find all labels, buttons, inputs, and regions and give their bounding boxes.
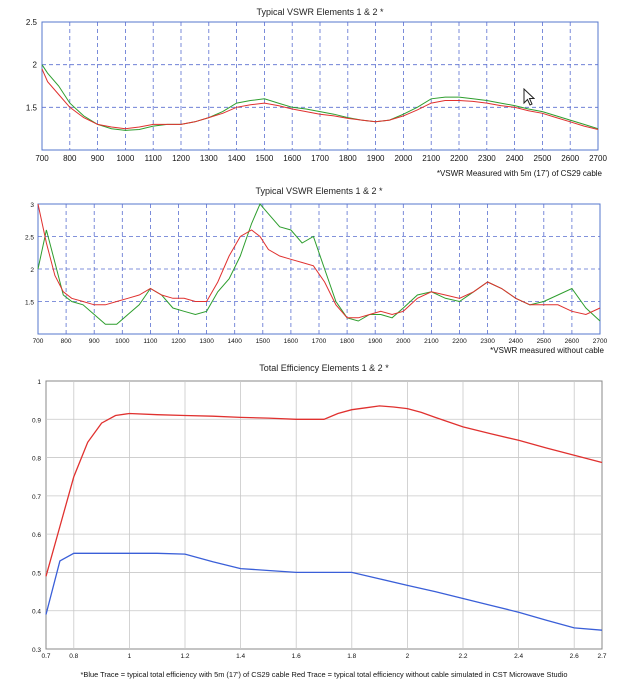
x-tick-label: 900: [91, 154, 105, 163]
x-tick-label: 2100: [422, 154, 440, 163]
x-tick-label: 2600: [561, 154, 579, 163]
x-tick-label: 2400: [506, 154, 524, 163]
x-tick-label: 1800: [339, 154, 357, 163]
chart-footnote: *VSWR Measured with 5m (17') of CS29 cab…: [437, 169, 603, 178]
chart-2: Typical VSWR Elements 1 & 2 * 700 800 900 10…: [25, 186, 608, 355]
y-tick-label: 1: [37, 379, 41, 386]
y-tick-label: 1.5: [26, 103, 38, 112]
chart-1: Typical VSWR Elements 1 & 2 * 700 800 900 10…: [26, 7, 608, 178]
y-tick-label: 1.5: [25, 300, 34, 307]
x-tick-label: 700: [35, 154, 49, 163]
mouse-cursor-icon: [523, 88, 535, 106]
chart-footnote: *VSWR measured without cable: [490, 346, 604, 355]
y-tick-label: 0.3: [32, 647, 41, 654]
x-tick-label: 1600: [284, 338, 299, 345]
x-tick-label: 800: [61, 338, 72, 345]
x-tick-label: 1.2: [180, 653, 189, 660]
y-tick-label: 0.8: [32, 456, 41, 463]
x-tick-label: 2.2: [458, 653, 467, 660]
y-tick-label: 0.7: [32, 494, 41, 501]
x-tick-label: 2400: [508, 338, 523, 345]
y-tick-label: 2: [30, 267, 34, 274]
x-tick-label: 1700: [311, 154, 329, 163]
x-tick-label: 1400: [228, 154, 246, 163]
x-tick-label: 700: [33, 338, 44, 345]
x-tick-label: 1400: [227, 338, 242, 345]
x-tick-label: 2300: [480, 338, 495, 345]
x-tick-label: 2: [406, 653, 410, 660]
y-tick-label: 0.5: [32, 570, 41, 577]
x-tick-label: 1200: [172, 154, 190, 163]
series-line-1: [41, 64, 599, 131]
chart-footnote: *Blue Trace = typical total efficiency w…: [81, 670, 568, 679]
x-tick-label: 2200: [452, 338, 467, 345]
x-tick-label: 2.7: [597, 653, 606, 660]
x-tick-label: 1100: [145, 154, 163, 163]
x-tick-label: 1500: [256, 154, 274, 163]
chart-title: Typical VSWR Elements 1 & 2 *: [256, 7, 384, 17]
x-tick-label: 1000: [115, 338, 130, 345]
x-tick-label: 2200: [450, 154, 468, 163]
x-tick-label: 1300: [199, 338, 214, 345]
x-tick-label: 1700: [312, 338, 327, 345]
chart-3: Total Efficiency Elements 1 & 2 * 0.7 0.8 1…: [32, 363, 607, 679]
y-tick-label: 2.5: [26, 18, 38, 27]
y-tick-label: 0.9: [32, 417, 41, 424]
x-tick-label: 2700: [593, 338, 608, 345]
series-line-1: [45, 405, 603, 577]
x-tick-label: 2000: [396, 338, 411, 345]
y-tick-label: 3: [30, 202, 34, 209]
series-line-2: [45, 552, 603, 631]
x-tick-label: 800: [63, 154, 77, 163]
x-tick-label: 2300: [478, 154, 496, 163]
x-tick-label: 2.6: [570, 653, 579, 660]
x-tick-label: 1600: [283, 154, 301, 163]
x-tick-label: 2.4: [514, 653, 523, 660]
x-tick-label: 2100: [424, 338, 439, 345]
x-tick-label: 1.4: [236, 653, 245, 660]
x-tick-label: 1900: [367, 154, 385, 163]
series-line-2: [41, 68, 599, 130]
y-tick-label: 0.6: [32, 532, 41, 539]
y-tick-label: 2: [33, 61, 38, 70]
x-tick-label: 1300: [200, 154, 218, 163]
x-tick-label: 2500: [537, 338, 552, 345]
x-tick-label: 2600: [565, 338, 580, 345]
x-tick-label: 1900: [368, 338, 383, 345]
x-tick-label: 1800: [340, 338, 355, 345]
chart-title: Typical VSWR Elements 1 & 2 *: [255, 186, 383, 196]
x-tick-label: 1000: [117, 154, 135, 163]
y-tick-label: 2.5: [25, 235, 34, 242]
series-line-2: [37, 203, 601, 319]
chart-title: Total Efficiency Elements 1 & 2 *: [259, 363, 389, 373]
x-tick-label: 1500: [256, 338, 271, 345]
x-tick-label: 1.6: [292, 653, 301, 660]
x-tick-label: 0.8: [69, 653, 78, 660]
plot-frame: [45, 380, 603, 650]
x-tick-label: 1100: [143, 338, 157, 345]
x-tick-label: 1: [128, 653, 132, 660]
x-tick-label: 2500: [534, 154, 552, 163]
x-tick-label: 0.7: [41, 653, 50, 660]
x-tick-label: 2700: [589, 154, 607, 163]
x-tick-label: 1200: [171, 338, 186, 345]
x-tick-label: 900: [89, 338, 100, 345]
x-tick-label: 2000: [395, 154, 413, 163]
x-tick-label: 1.8: [347, 653, 356, 660]
y-tick-label: 0.4: [32, 609, 41, 616]
